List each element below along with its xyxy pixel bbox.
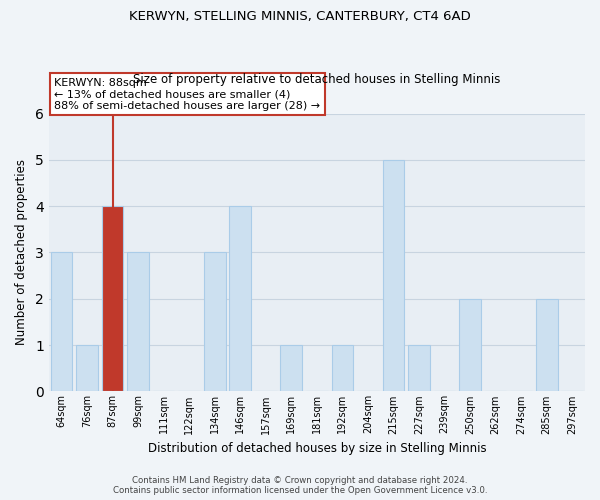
Bar <box>459 299 481 392</box>
Bar <box>408 345 430 392</box>
Bar <box>76 345 98 392</box>
Y-axis label: Number of detached properties: Number of detached properties <box>15 160 28 346</box>
Text: KERWYN: 88sqm
← 13% of detached houses are smaller (4)
88% of semi-detached hous: KERWYN: 88sqm ← 13% of detached houses a… <box>54 78 320 111</box>
Bar <box>50 252 73 392</box>
Title: Size of property relative to detached houses in Stelling Minnis: Size of property relative to detached ho… <box>133 73 500 86</box>
Bar <box>280 345 302 392</box>
Text: Contains HM Land Registry data © Crown copyright and database right 2024.
Contai: Contains HM Land Registry data © Crown c… <box>113 476 487 495</box>
Bar <box>229 206 251 392</box>
Bar <box>383 160 404 392</box>
Bar <box>204 252 226 392</box>
Text: KERWYN, STELLING MINNIS, CANTERBURY, CT4 6AD: KERWYN, STELLING MINNIS, CANTERBURY, CT4… <box>129 10 471 23</box>
Bar <box>332 345 353 392</box>
Bar <box>101 206 124 392</box>
Bar <box>536 299 557 392</box>
Bar <box>127 252 149 392</box>
X-axis label: Distribution of detached houses by size in Stelling Minnis: Distribution of detached houses by size … <box>148 442 486 455</box>
